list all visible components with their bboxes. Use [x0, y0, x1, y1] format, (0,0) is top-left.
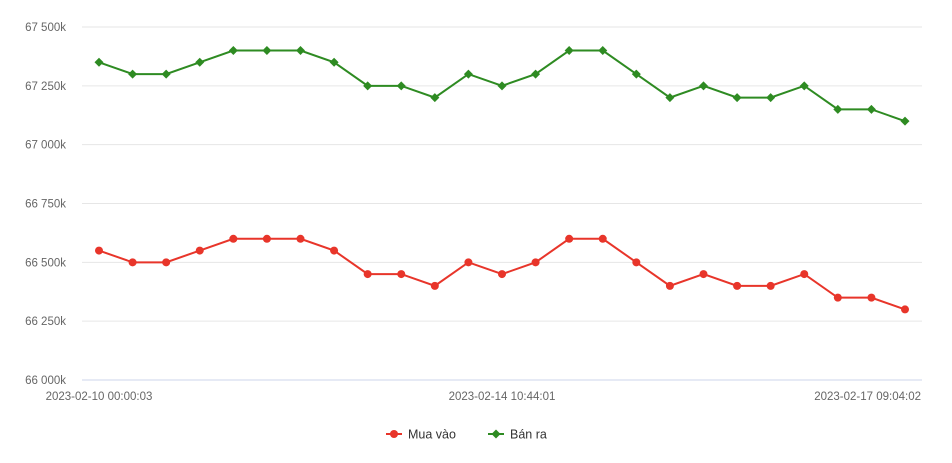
series-layer — [94, 46, 910, 314]
data-point[interactable] — [699, 81, 708, 91]
y-tick-label: 66 500k — [25, 257, 66, 269]
data-point[interactable] — [296, 234, 305, 243]
y-tick-label: 67 500k — [25, 22, 66, 34]
data-point[interactable] — [430, 281, 439, 290]
data-point[interactable] — [330, 246, 339, 255]
data-point[interactable] — [631, 69, 641, 79]
data-point[interactable] — [464, 258, 473, 267]
data-point[interactable] — [833, 104, 843, 114]
y-tick-label: 66 000k — [25, 375, 66, 387]
data-point[interactable] — [733, 281, 742, 290]
legend-item-ban-ra[interactable]: Bán ra — [488, 428, 547, 442]
x-tick-label: 2023-02-10 00:00:03 — [46, 391, 153, 403]
data-point[interactable] — [94, 57, 104, 67]
data-point[interactable] — [833, 293, 842, 302]
data-point[interactable] — [598, 46, 608, 56]
data-point[interactable] — [195, 57, 205, 67]
data-point[interactable] — [397, 270, 406, 279]
data-point[interactable] — [329, 57, 339, 67]
data-point[interactable] — [363, 270, 372, 279]
x-tick-label: 2023-02-14 10:44:01 — [449, 391, 556, 403]
series-ban-ra — [94, 46, 910, 126]
data-point[interactable] — [900, 116, 910, 126]
data-point[interactable] — [732, 93, 742, 103]
y-tick-label: 66 250k — [25, 316, 66, 328]
data-point[interactable] — [866, 104, 876, 114]
data-point[interactable] — [229, 234, 238, 243]
data-point[interactable] — [228, 46, 238, 56]
data-point[interactable] — [564, 46, 574, 56]
data-point[interactable] — [665, 281, 674, 290]
data-point[interactable] — [531, 69, 541, 79]
data-point[interactable] — [296, 46, 305, 56]
data-point[interactable] — [498, 270, 506, 279]
data-point[interactable] — [632, 258, 641, 267]
y-axis: 66 000k 66 250k 66 500k 66 750k 67 000k 67 25… — [25, 22, 66, 387]
data-point[interactable] — [497, 81, 507, 91]
data-point[interactable] — [699, 270, 708, 279]
data-point[interactable] — [162, 258, 171, 267]
data-point[interactable] — [531, 258, 540, 267]
data-point[interactable] — [430, 93, 440, 103]
legend-label: Bán ra — [510, 428, 547, 442]
data-point[interactable] — [766, 93, 776, 103]
data-point[interactable] — [195, 246, 204, 255]
data-point[interactable] — [396, 81, 406, 91]
legend-item-mua-vao[interactable]: Mua vào — [386, 428, 456, 442]
y-tick-label: 67 000k — [25, 140, 66, 152]
legend: Mua vào Bán ra — [386, 428, 547, 442]
x-tick-label: 2023-02-17 09:04:02 — [814, 391, 921, 403]
data-point[interactable] — [128, 69, 138, 79]
data-point[interactable] — [262, 46, 272, 56]
series-mua-vao — [95, 234, 909, 314]
data-point[interactable] — [901, 305, 909, 314]
x-axis: 2023-02-10 00:00:03 2023-02-14 10:44:01 20… — [46, 391, 921, 403]
data-point[interactable] — [766, 281, 775, 290]
data-point[interactable] — [800, 270, 809, 279]
data-point[interactable] — [867, 293, 876, 302]
data-point[interactable] — [565, 234, 574, 243]
data-point[interactable] — [262, 234, 271, 243]
legend-label: Mua vào — [408, 428, 456, 442]
data-point[interactable] — [161, 69, 171, 79]
data-point[interactable] — [665, 93, 675, 103]
data-point[interactable] — [799, 81, 809, 91]
data-point[interactable] — [598, 234, 607, 243]
y-tick-label: 66 750k — [25, 199, 66, 211]
y-tick-label: 67 250k — [25, 81, 66, 93]
legend-marker-icon — [390, 430, 398, 438]
data-point[interactable] — [463, 69, 473, 79]
grid — [82, 26, 922, 381]
data-point[interactable] — [128, 258, 137, 267]
data-point[interactable] — [363, 81, 373, 91]
data-point[interactable] — [95, 246, 103, 255]
legend-marker-icon — [491, 429, 501, 439]
